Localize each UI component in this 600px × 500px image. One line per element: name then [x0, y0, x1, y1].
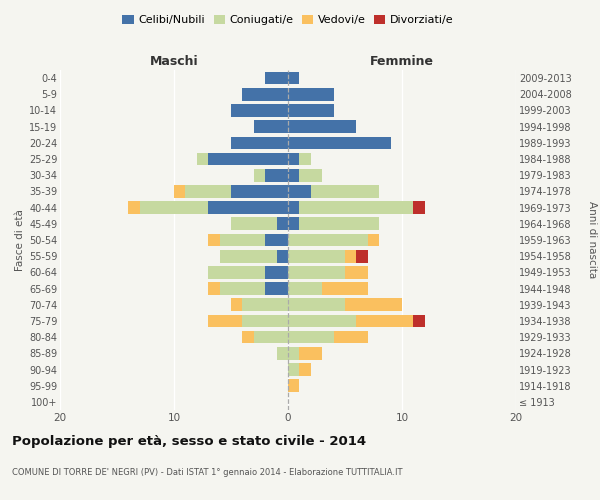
Bar: [345, 266, 368, 278]
Bar: [345, 250, 356, 262]
Bar: [299, 169, 322, 181]
Bar: [208, 314, 242, 328]
Bar: [231, 136, 288, 149]
Bar: [288, 380, 299, 392]
Bar: [288, 72, 299, 85]
Bar: [288, 282, 322, 295]
Text: Femmine: Femmine: [370, 54, 434, 68]
Bar: [288, 120, 356, 133]
Bar: [277, 347, 288, 360]
Bar: [288, 88, 334, 101]
Bar: [242, 314, 288, 328]
Bar: [242, 298, 288, 311]
Bar: [322, 282, 368, 295]
Bar: [140, 202, 208, 214]
Bar: [334, 331, 368, 344]
Bar: [288, 234, 368, 246]
Bar: [288, 250, 345, 262]
Bar: [220, 234, 265, 246]
Legend: Celibi/Nubili, Coniugati/e, Vedovi/e, Divorziati/e: Celibi/Nubili, Coniugati/e, Vedovi/e, Di…: [118, 10, 458, 30]
Bar: [299, 152, 311, 166]
Bar: [208, 202, 288, 214]
Bar: [265, 266, 288, 278]
Bar: [288, 347, 299, 360]
Bar: [220, 282, 265, 295]
Bar: [185, 185, 231, 198]
Bar: [288, 169, 299, 181]
Bar: [231, 104, 288, 117]
Bar: [299, 202, 413, 214]
Bar: [345, 298, 402, 311]
Bar: [254, 120, 288, 133]
Bar: [208, 234, 220, 246]
Bar: [288, 104, 334, 117]
Text: COMUNE DI TORRE DE' NEGRI (PV) - Dati ISTAT 1° gennaio 2014 - Elaborazione TUTTI: COMUNE DI TORRE DE' NEGRI (PV) - Dati IS…: [12, 468, 403, 477]
Bar: [368, 234, 379, 246]
Text: Popolazione per età, sesso e stato civile - 2014: Popolazione per età, sesso e stato civil…: [12, 435, 366, 448]
Bar: [231, 218, 277, 230]
Bar: [299, 363, 311, 376]
Bar: [299, 218, 379, 230]
Bar: [265, 169, 288, 181]
Bar: [265, 72, 288, 85]
Text: Anni di nascita: Anni di nascita: [587, 202, 597, 278]
Bar: [413, 314, 425, 328]
Bar: [356, 250, 368, 262]
Bar: [288, 314, 356, 328]
Bar: [128, 202, 140, 214]
Bar: [174, 185, 185, 198]
Bar: [288, 266, 345, 278]
Bar: [288, 152, 299, 166]
Bar: [299, 347, 322, 360]
Bar: [208, 152, 288, 166]
Bar: [220, 250, 277, 262]
Bar: [288, 202, 299, 214]
Bar: [231, 298, 242, 311]
Bar: [288, 298, 345, 311]
Bar: [288, 185, 311, 198]
Y-axis label: Fasce di età: Fasce di età: [14, 209, 25, 271]
Bar: [288, 363, 299, 376]
Bar: [288, 218, 299, 230]
Bar: [288, 136, 391, 149]
Bar: [208, 266, 265, 278]
Bar: [254, 331, 288, 344]
Bar: [242, 88, 288, 101]
Bar: [231, 185, 288, 198]
Bar: [413, 202, 425, 214]
Bar: [356, 314, 413, 328]
Bar: [265, 282, 288, 295]
Bar: [242, 331, 254, 344]
Text: Maschi: Maschi: [149, 54, 199, 68]
Bar: [288, 331, 334, 344]
Bar: [197, 152, 208, 166]
Bar: [254, 169, 265, 181]
Bar: [265, 234, 288, 246]
Bar: [208, 282, 220, 295]
Bar: [277, 250, 288, 262]
Bar: [277, 218, 288, 230]
Bar: [311, 185, 379, 198]
